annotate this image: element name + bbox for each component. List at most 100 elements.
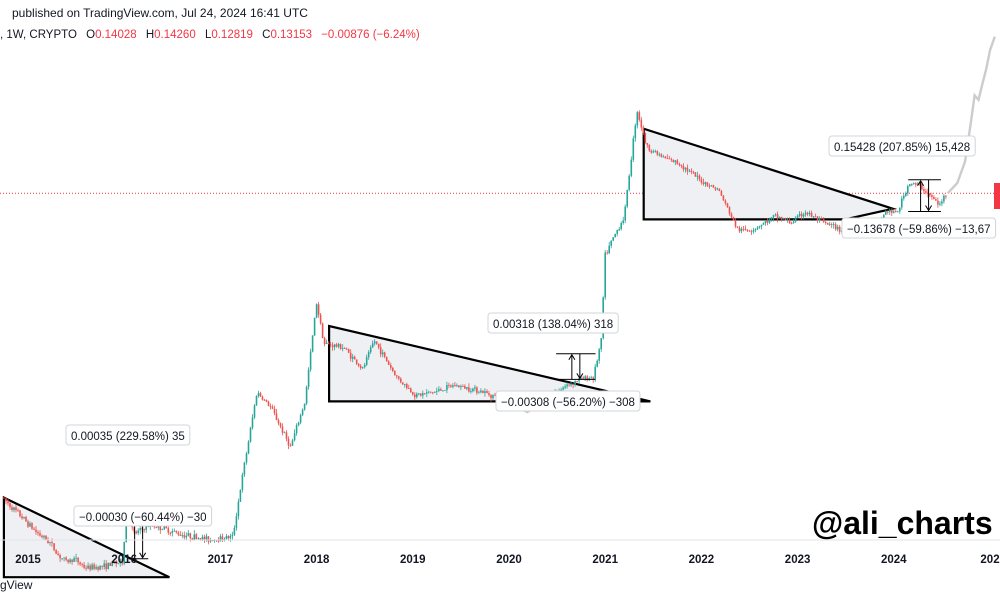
descending-triangle-2[interactable]: [328, 324, 651, 403]
candle: [744, 228, 747, 230]
candle: [7, 501, 9, 504]
candle: [826, 222, 829, 225]
candle: [432, 392, 434, 394]
candle: [261, 396, 264, 400]
candle: [373, 341, 376, 344]
candle: [728, 207, 731, 214]
candle: [283, 432, 286, 434]
candle: [387, 361, 390, 365]
candle: [410, 388, 412, 393]
candle: [895, 211, 897, 213]
candle: [59, 555, 61, 559]
candle: [227, 536, 230, 539]
candle: [87, 565, 89, 569]
candle: [688, 170, 691, 172]
candle: [654, 151, 657, 152]
candle: [291, 440, 294, 446]
candle: [656, 151, 659, 155]
candle: [632, 138, 635, 160]
projection-path: [946, 36, 996, 195]
candle: [919, 183, 921, 185]
candle: [385, 356, 388, 362]
candle: [618, 229, 620, 231]
candle: [462, 386, 464, 387]
candle: [748, 230, 751, 232]
candle: [21, 516, 23, 519]
candle: [85, 567, 87, 569]
close-value: 0.13153: [270, 29, 313, 41]
candle: [219, 536, 222, 542]
candle: [704, 182, 707, 184]
candle: [782, 218, 785, 220]
candle: [945, 195, 947, 197]
candle: [804, 212, 807, 215]
candle: [784, 218, 787, 221]
low-label: L: [204, 29, 212, 41]
candle: [161, 529, 164, 531]
candle: [772, 215, 775, 218]
candle: [822, 219, 825, 222]
candle: [646, 143, 649, 145]
candle: [17, 510, 19, 511]
candle: [343, 348, 346, 349]
candle: [414, 394, 416, 398]
candle: [790, 223, 793, 224]
x-tick-label: 2020: [496, 554, 522, 566]
candle: [830, 224, 833, 225]
candle: [913, 183, 915, 184]
candle: [191, 538, 194, 540]
candle: [814, 216, 817, 218]
candle: [383, 352, 386, 357]
candle: [309, 351, 312, 370]
candle: [277, 420, 280, 424]
candle: [251, 417, 254, 428]
candle: [101, 565, 103, 567]
candle: [408, 388, 410, 389]
candle: [937, 200, 939, 205]
candle: [121, 559, 123, 564]
ohlc-legend: , 1W, CRYPTO O0.14028 H0.14260 L0.12819 …: [0, 29, 426, 41]
candle: [93, 564, 95, 569]
candle: [351, 356, 354, 359]
candle: [163, 526, 166, 530]
candle: [897, 211, 899, 213]
candle: [818, 218, 821, 221]
candle: [824, 221, 827, 223]
candle: [440, 389, 442, 391]
candle: [925, 191, 927, 193]
candle: [197, 538, 200, 539]
candle: [682, 166, 685, 170]
candle: [580, 377, 582, 379]
candle: [652, 151, 655, 153]
candle: [123, 542, 125, 564]
candle: [724, 200, 727, 204]
candle: [584, 376, 586, 379]
candle: [420, 393, 422, 396]
candle: [319, 314, 322, 324]
candle: [760, 224, 763, 227]
candle: [726, 203, 729, 208]
candle: [65, 557, 67, 560]
candle: [243, 462, 246, 475]
candle: [426, 392, 428, 394]
candle: [369, 347, 372, 353]
candle: [179, 534, 182, 536]
candle: [239, 489, 242, 502]
candle: [450, 385, 452, 387]
candle: [568, 384, 570, 386]
candle: [915, 183, 917, 185]
candle: [762, 222, 765, 225]
candle: [574, 381, 576, 385]
candle: [564, 386, 566, 388]
candle: [758, 226, 761, 228]
candle: [812, 216, 815, 218]
candle: [181, 535, 184, 536]
descending-triangle-1[interactable]: [2, 495, 170, 579]
candle: [612, 237, 614, 241]
candle: [245, 453, 248, 463]
candle: [628, 175, 630, 190]
candle: [55, 550, 57, 554]
candle: [766, 220, 769, 223]
candle: [606, 252, 608, 254]
